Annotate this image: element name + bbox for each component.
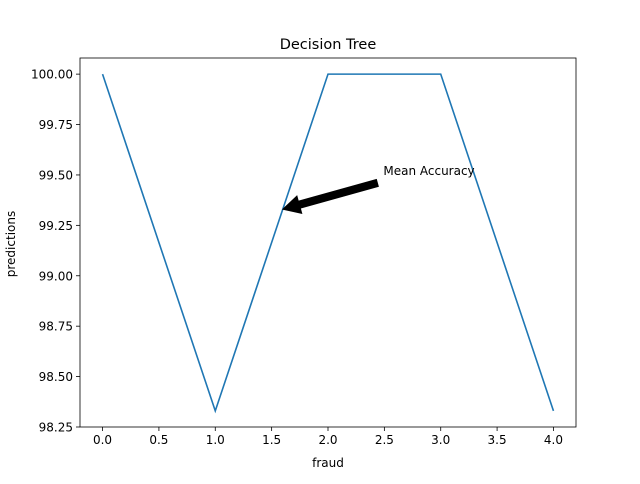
y-tick-label: 99.00 [39, 269, 73, 283]
chart-title: Decision Tree [280, 37, 377, 53]
series-layer [101, 73, 555, 414]
y-tick-label: 99.75 [39, 118, 73, 132]
y-tick-label: 98.25 [39, 421, 73, 435]
x-tick-label: 2.0 [318, 433, 337, 447]
y-tick-label: 98.50 [39, 370, 73, 384]
x-tick-label: 3.0 [431, 433, 450, 447]
y-tick-label: 99.25 [39, 219, 73, 233]
x-axis: 0.0 0.5 1.0 1.5 2.0 2.5 3.0 3.5 4.0 [93, 427, 563, 447]
x-tick-label: 1.0 [206, 433, 225, 447]
x-tick-label: 0.5 [149, 433, 168, 447]
y-tick-label: 99.50 [39, 168, 73, 182]
x-tick-label: 3.5 [488, 433, 507, 447]
annotation-arrow [281, 178, 379, 214]
annotation-label: Mean Accuracy [383, 164, 474, 178]
annotation-layer: Mean Accuracy [281, 164, 475, 214]
series-line [101, 73, 555, 414]
x-tick-label: 1.5 [262, 433, 281, 447]
y-tick-label: 98.75 [39, 320, 73, 334]
y-axis: 98.25 98.50 98.75 99.00 99.25 99.50 99.75 100.0… [31, 68, 80, 435]
x-axis-label: fraud [312, 456, 344, 470]
y-axis-label: predictions [4, 211, 18, 277]
x-tick-label: 2.5 [375, 433, 394, 447]
x-tick-label: 4.0 [544, 433, 563, 447]
y-tick-label: 100.00 [31, 68, 73, 82]
x-tick-label: 0.0 [93, 433, 112, 447]
